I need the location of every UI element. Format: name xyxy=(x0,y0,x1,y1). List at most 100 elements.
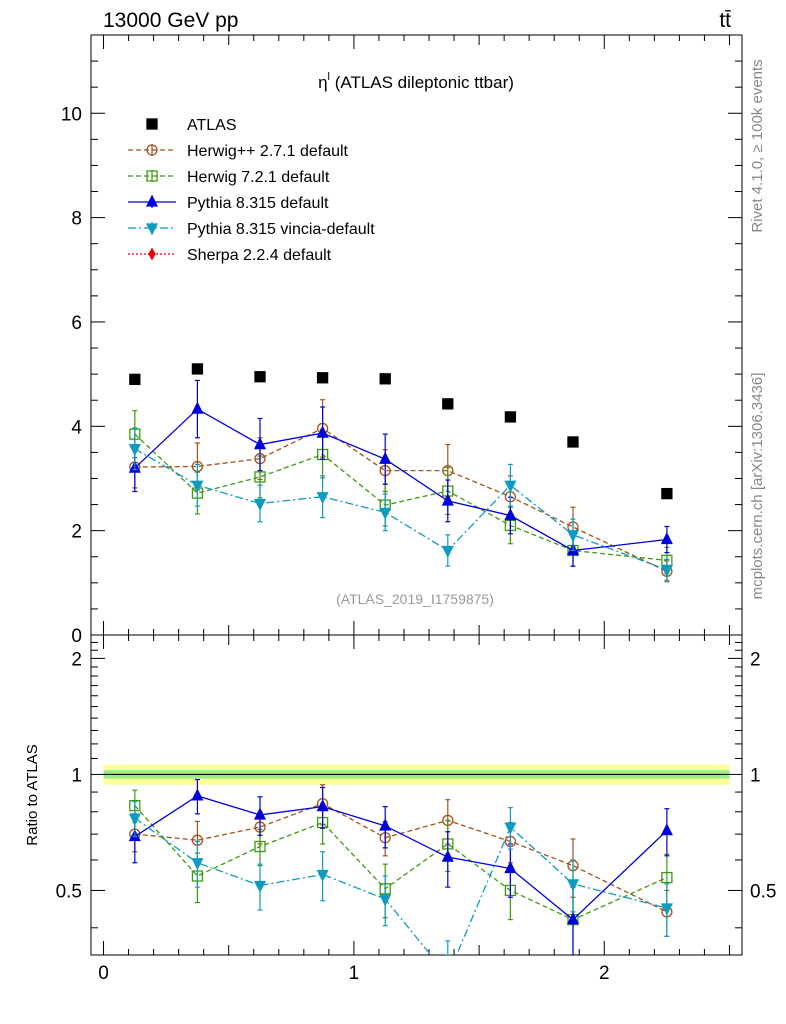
data-point xyxy=(441,849,454,862)
x-tick-label: 2 xyxy=(599,963,610,984)
data-point xyxy=(253,498,267,511)
legend-marker xyxy=(146,144,158,156)
data-point xyxy=(379,373,391,385)
legend-item-atlas: ATLAS xyxy=(146,117,237,134)
legend: ATLAS Herwig++ 2.7.1 default Herwig 7.2.1 … xyxy=(128,117,375,264)
data-point xyxy=(660,565,673,578)
data-point xyxy=(504,822,517,835)
data-point xyxy=(379,507,392,520)
data-point xyxy=(253,437,267,450)
data-point xyxy=(128,444,141,457)
data-point xyxy=(442,398,454,410)
legend-label: ATLAS xyxy=(187,117,237,134)
legend-label: Herwig++ 2.7.1 default xyxy=(187,143,349,160)
y-tick-label: 8 xyxy=(71,209,82,230)
legend-marker xyxy=(146,170,158,182)
series-herwig-2-7-1-default xyxy=(129,399,673,583)
y-tick-label: 1 xyxy=(71,765,82,786)
series-herwig-2-7-1-default xyxy=(129,784,673,937)
x-tick-label: 1 xyxy=(349,963,360,984)
y-tick-label: 4 xyxy=(71,417,82,438)
data-point xyxy=(254,471,266,483)
data-point xyxy=(191,480,204,493)
y-tick-label-right: 0.5 xyxy=(750,881,776,902)
legend-label: Pythia 8.315 default xyxy=(187,195,329,212)
chart-title: ηl (ATLAS dileptonic ttbar) xyxy=(318,71,514,92)
series-pythia-8-315-default xyxy=(128,778,673,955)
x-tick-label: 0 xyxy=(98,963,109,984)
data-point xyxy=(504,480,517,493)
header-right: tt̄ xyxy=(719,9,731,32)
title-main: η xyxy=(318,73,327,92)
data-point xyxy=(660,532,673,545)
series-line xyxy=(134,448,668,571)
data-point xyxy=(253,880,267,893)
data-point xyxy=(316,492,329,505)
legend-label: Herwig 7.2.1 default xyxy=(187,169,330,186)
data-point xyxy=(504,861,517,874)
data-point xyxy=(129,373,141,385)
data-point xyxy=(566,912,580,925)
watermark: (ATLAS_2019_I1759875) xyxy=(336,591,494,607)
data-point xyxy=(316,799,329,812)
series-line xyxy=(134,427,668,572)
data-point xyxy=(254,371,266,383)
ratio-panel: 0.5 0.5 1 1 2 2 0 1 2 xyxy=(56,634,776,984)
data-point xyxy=(504,411,517,423)
data-point xyxy=(661,487,673,500)
data-point xyxy=(441,493,454,506)
ratio-frame xyxy=(90,634,743,956)
data-point xyxy=(191,858,204,871)
header-left: 13000 GeV pp xyxy=(103,9,238,32)
legend-item-pythia-8-315-vincia-default: Pythia 8.315 vincia-default xyxy=(128,221,375,238)
series-line xyxy=(134,817,668,955)
data-point xyxy=(441,545,454,558)
title-rest: (ATLAS dileptonic ttbar) xyxy=(330,73,514,92)
data-point xyxy=(253,807,267,820)
series-line xyxy=(134,802,668,913)
series-pythia-8-315-vincia-default xyxy=(128,801,673,955)
data-point xyxy=(660,823,673,836)
data-point xyxy=(316,372,329,384)
legend-label: Pythia 8.315 vincia-default xyxy=(187,221,375,238)
data-point xyxy=(567,436,579,448)
title-sup: l xyxy=(328,71,330,83)
data-point xyxy=(128,813,141,826)
legend-item-herwig-2-7-1-default: Herwig++ 2.7.1 default xyxy=(128,143,349,160)
legend-marker xyxy=(145,223,159,236)
y-tick-label: 10 xyxy=(61,104,82,125)
data-point xyxy=(191,401,204,414)
data-point xyxy=(379,894,392,907)
legend-marker xyxy=(145,194,159,207)
data-point xyxy=(566,879,580,892)
mcplots-label: mcplots.cern.ch [arXiv:1306.3436] xyxy=(749,373,766,600)
y-tick-label: 2 xyxy=(71,522,82,543)
ratio-ylabel: Ratio to ATLAS xyxy=(24,744,41,845)
data-point xyxy=(566,530,580,543)
data-point xyxy=(379,818,392,831)
series-pythia-8-315-vincia-default xyxy=(128,427,673,581)
data-point xyxy=(660,903,673,916)
data-point xyxy=(316,869,329,882)
data-point xyxy=(379,451,392,464)
legend-item-sherpa-2-2-4-default: Sherpa 2.2.4 default xyxy=(128,247,332,264)
data-point xyxy=(316,425,329,438)
legend-marker xyxy=(148,247,156,261)
series-line xyxy=(134,433,667,562)
data-point xyxy=(254,840,266,853)
main-panel: 0 2 4 6 8 10 xyxy=(61,34,743,647)
y-tick-label: 0 xyxy=(71,626,82,647)
series-atlas xyxy=(129,363,673,500)
rivet-label: Rivet 4.1.0, ≥ 100k events xyxy=(749,59,766,232)
data-point xyxy=(504,508,517,521)
series-herwig-7-2-1-default xyxy=(129,789,673,955)
data-point xyxy=(661,871,673,884)
data-point xyxy=(191,363,204,375)
legend-item-pythia-8-315-default: Pythia 8.315 default xyxy=(128,194,329,212)
y-tick-label-right: 1 xyxy=(750,765,761,786)
legend-item-herwig-7-2-1-default: Herwig 7.2.1 default xyxy=(128,169,330,186)
legend-marker xyxy=(146,118,158,130)
data-point xyxy=(191,788,204,801)
y-tick-label-right: 2 xyxy=(750,649,761,670)
